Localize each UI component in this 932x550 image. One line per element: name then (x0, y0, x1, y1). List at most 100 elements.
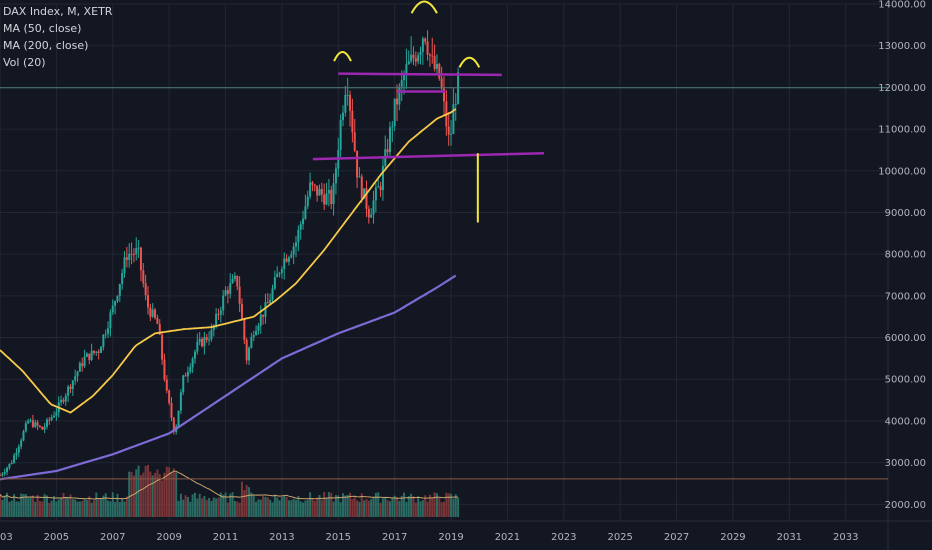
volume-bar (224, 492, 227, 517)
volume-bar (400, 495, 403, 517)
volume-bar (240, 481, 243, 517)
candle-body (287, 257, 290, 262)
candle-body (360, 176, 363, 199)
candle-body (356, 150, 359, 178)
candle-body (222, 295, 225, 311)
candle-body (45, 419, 48, 427)
candle-body (158, 323, 161, 335)
volume-bar (414, 502, 417, 517)
volume-bar (316, 497, 319, 517)
candle-body (102, 334, 105, 348)
candle-body (233, 275, 236, 279)
candle-body (201, 338, 204, 347)
candle-body (97, 351, 100, 353)
candle-body (83, 356, 86, 367)
volume-bar (60, 498, 63, 517)
volume-bar (290, 500, 293, 517)
ma50-line (0, 108, 457, 414)
candle-body (386, 149, 389, 153)
volume-bar (407, 495, 410, 517)
candle-body (414, 58, 417, 62)
volume-bar (255, 501, 258, 517)
candle-body (370, 214, 373, 218)
candle-body (168, 390, 171, 403)
indicator-volume-label[interactable]: Vol (20) (3, 56, 46, 69)
candle-body (53, 415, 56, 418)
candle-body (149, 307, 152, 317)
price-tick-label: 2000.00 (885, 500, 926, 511)
volume-bar (177, 500, 180, 517)
candle-body (154, 309, 157, 318)
candle-body (203, 337, 206, 347)
candle-body (104, 333, 107, 335)
volume-bar (34, 501, 37, 517)
volume-bar (259, 499, 262, 517)
volume-bar (339, 502, 342, 517)
volume-bar (81, 500, 84, 517)
volume-bar (139, 475, 142, 517)
time-tick-label: 2019 (438, 532, 463, 543)
candle-body (435, 64, 438, 69)
volume-bar (264, 496, 267, 517)
volume-bar (287, 500, 290, 517)
volume-bar (156, 469, 159, 517)
volume-bar (412, 496, 415, 517)
volume-bar (69, 494, 72, 517)
volume-bar (266, 497, 269, 517)
candle-body (334, 168, 337, 184)
volume-bar (83, 498, 86, 517)
time-tick-label: 2017 (382, 532, 407, 543)
candle-body (245, 339, 248, 361)
candle-body (353, 132, 356, 151)
volume-bar (76, 501, 79, 517)
candle-body (135, 248, 138, 255)
candle-body (243, 319, 246, 340)
volume-bar (205, 500, 208, 517)
candle-body (252, 335, 255, 338)
volume-bar (97, 498, 100, 517)
volume-bar (393, 495, 396, 517)
candle-body (130, 253, 133, 255)
volume-bar (10, 500, 13, 517)
indicator-ma50-label[interactable]: MA (50, close) (3, 22, 82, 35)
candle-body (3, 472, 6, 474)
volume-bar (386, 500, 389, 517)
candle-body (257, 325, 260, 331)
candle-body (156, 317, 159, 324)
volume-bar (245, 485, 248, 517)
candle-body (219, 310, 222, 315)
candle-body (210, 330, 213, 340)
volume-bar (161, 480, 164, 517)
volume-bar (280, 496, 283, 517)
candle-body (295, 242, 297, 247)
candle-body (438, 64, 441, 79)
volume-bar (41, 501, 44, 517)
volume-bar (306, 499, 309, 517)
volume-bar (172, 468, 175, 517)
candle-body (196, 341, 199, 352)
price-tick-label: 13000.00 (878, 41, 926, 52)
volume-bar (15, 501, 18, 517)
price-tick-label: 14000.00 (878, 0, 926, 11)
volume-bar (109, 501, 112, 517)
candle-body (320, 189, 323, 195)
candle-body (151, 309, 154, 317)
volume-bar (92, 500, 95, 517)
candle-body (330, 189, 333, 205)
candle-body (285, 258, 288, 262)
volume-bar (154, 473, 157, 517)
volume-bar (170, 471, 173, 517)
candle-body (440, 78, 443, 89)
candle-body (64, 395, 67, 402)
volume-bar (283, 495, 286, 517)
candle-body (276, 273, 279, 278)
volume-bar (212, 497, 215, 517)
volume-bar (356, 500, 359, 517)
symbol-title[interactable]: DAX Index, M, XETR (3, 5, 113, 18)
candle-body (177, 410, 180, 427)
indicator-ma200-label[interactable]: MA (200, close) (3, 39, 89, 52)
volume-bar (149, 471, 152, 517)
